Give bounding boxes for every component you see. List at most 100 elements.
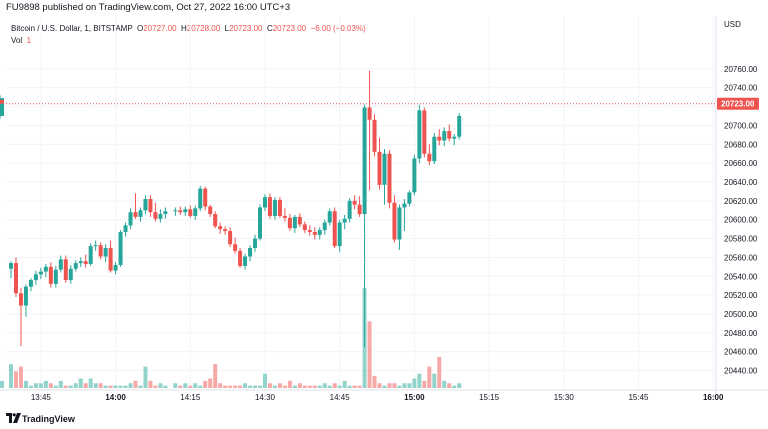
publisher-line: FU9898 published on TradingView.com, Oct…: [6, 2, 291, 13]
change-value: −6.00 (−0.03%): [310, 24, 366, 33]
candle-body: [158, 214, 163, 219]
volume-bar: [267, 383, 272, 388]
time-tick-label: 15:30: [554, 393, 575, 402]
candle-body: [332, 211, 337, 247]
footer: TradingView: [0, 410, 768, 429]
candle: [163, 207, 168, 219]
volume-bar: [188, 385, 193, 388]
candle: [422, 107, 427, 158]
candle-body: [307, 230, 312, 232]
volume-bar: [128, 383, 133, 388]
candle-body: [163, 211, 168, 215]
candle-body: [78, 261, 83, 264]
price-chart[interactable]: USD 20440.00 20460.00 20480.00 20500.00 2052…: [0, 16, 768, 410]
candle: [382, 149, 387, 205]
volume-bar: [58, 380, 63, 388]
open-key: O: [136, 24, 144, 33]
candle: [417, 104, 422, 164]
volume-bar: [118, 385, 123, 388]
symbol-name: Bitcoin / U.S. Dollar, 1, BITSTAMP: [11, 24, 133, 33]
volume-bar: [397, 385, 402, 388]
volume-bar: [322, 383, 327, 388]
price-tick-label: 20540.00: [724, 272, 758, 281]
candle: [262, 194, 267, 212]
candle: [282, 208, 287, 222]
volume-bar: [73, 383, 78, 388]
volume-bar: [272, 385, 277, 388]
candle: [447, 124, 452, 142]
candle: [267, 193, 272, 219]
candle: [118, 230, 123, 267]
candle-body: [243, 256, 248, 266]
last-price-badge: 20723.00: [717, 97, 759, 110]
candle-body: [312, 231, 317, 235]
candle-body: [123, 225, 128, 232]
candle: [198, 185, 203, 212]
volume-bar: [262, 373, 267, 388]
volume-bar: [83, 383, 88, 388]
volume-bar: [33, 383, 38, 388]
symbol-legend: Bitcoin / U.S. Dollar, 1, BITSTAMP O 2072…: [11, 24, 366, 33]
price-tick-label: 20560.00: [724, 253, 758, 262]
candle-body: [208, 206, 213, 215]
candle: [0, 95, 4, 119]
volume-bar: [412, 378, 417, 388]
volume-bar: [342, 380, 347, 388]
candle: [128, 208, 133, 230]
candle-body: [193, 208, 198, 216]
candle: [53, 265, 58, 288]
close-key: C: [266, 24, 273, 33]
candle: [33, 270, 38, 285]
candle: [287, 214, 292, 232]
candle-body: [258, 207, 262, 239]
volume-bar: [198, 385, 203, 388]
candle-body: [28, 280, 33, 287]
candle-body: [183, 209, 188, 213]
volume-bar: [427, 366, 432, 388]
candle-body: [143, 198, 148, 211]
candle-body: [417, 110, 422, 159]
volume-bar: [457, 383, 462, 388]
brand-name: TradingView: [22, 414, 75, 424]
candle: [377, 137, 382, 190]
candle: [108, 240, 113, 273]
candle-body: [322, 222, 327, 231]
candle: [347, 198, 352, 223]
high-key: H: [181, 24, 187, 33]
volume-bar: [437, 357, 442, 388]
candle: [9, 261, 13, 279]
volume-bar: [68, 385, 73, 388]
candle-body: [228, 231, 233, 245]
volume-bar: [178, 385, 183, 388]
candle-body: [352, 200, 357, 205]
candle-body: [9, 263, 13, 269]
candle: [83, 254, 88, 268]
price-tick-label: 20500.00: [724, 310, 758, 319]
volume-bar: [228, 385, 233, 388]
candle: [243, 253, 248, 270]
volume-bar: [447, 383, 452, 388]
volume-bar: [148, 380, 153, 388]
volume-bar: [103, 385, 108, 388]
candle: [292, 215, 297, 233]
price-tick-label: 20760.00: [724, 65, 758, 74]
volume-bar: [108, 385, 113, 388]
candle-body: [327, 211, 332, 223]
candle-body: [23, 286, 28, 306]
volume-bar: [332, 383, 337, 388]
candle: [148, 195, 153, 217]
candle-body: [277, 199, 282, 216]
volume-bar: [337, 385, 342, 388]
last-price-label: 20723.00: [721, 100, 755, 109]
close-value: 20723.00: [272, 24, 307, 33]
candle-body: [397, 207, 402, 240]
volume-bar: [163, 385, 168, 388]
volume-bar: [43, 380, 48, 388]
volume-bar: [213, 364, 218, 388]
publish-header: FU9898 published on TradingView.com, Oct…: [0, 0, 768, 16]
candle-body: [173, 210, 178, 212]
time-tick-label: 15:15: [479, 393, 500, 402]
volume-bar: [387, 383, 392, 388]
candle-body: [262, 197, 267, 208]
candle-body: [372, 119, 377, 152]
